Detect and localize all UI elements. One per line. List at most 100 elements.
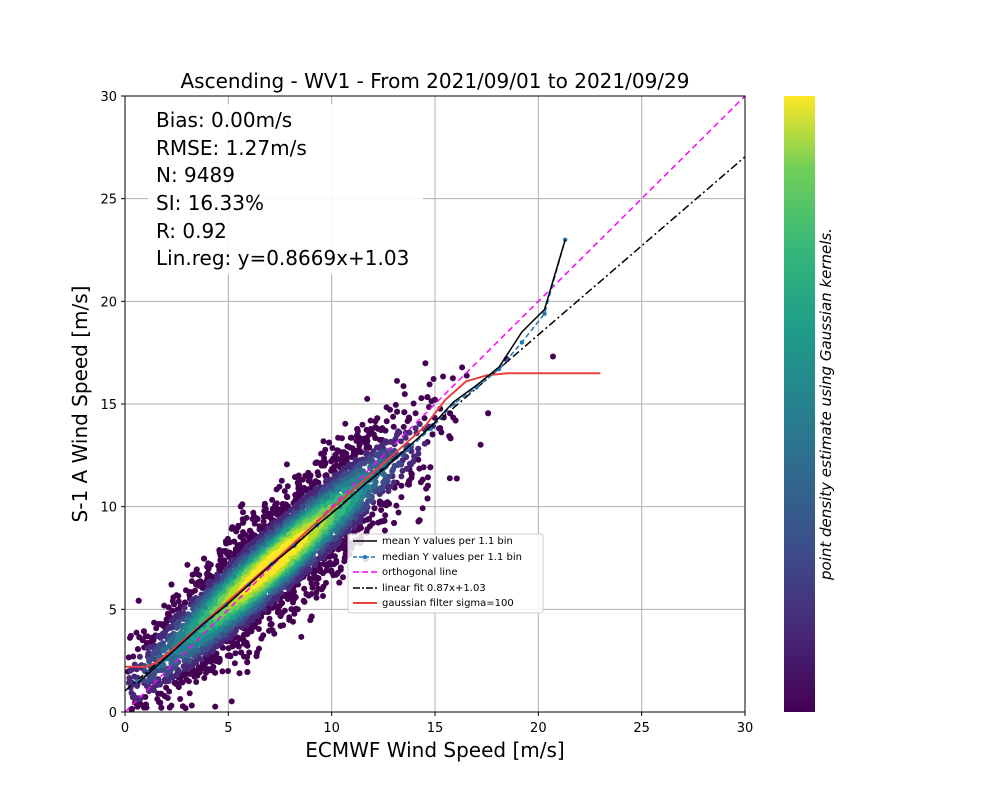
scatter-point bbox=[321, 450, 328, 457]
scatter-point bbox=[140, 628, 147, 635]
scatter-point bbox=[391, 462, 398, 469]
scatter-point bbox=[336, 579, 343, 586]
scatter-point bbox=[291, 610, 298, 617]
scatter-point bbox=[133, 629, 140, 636]
scatter-point bbox=[308, 613, 315, 620]
scatter-point bbox=[155, 690, 162, 697]
scatter-point bbox=[182, 599, 188, 606]
scatter-point bbox=[453, 475, 460, 482]
scatter-point bbox=[246, 649, 253, 656]
scatter-point bbox=[410, 400, 417, 407]
scatter-point bbox=[412, 425, 419, 432]
scatter-point bbox=[383, 418, 390, 425]
scatter-point bbox=[199, 660, 206, 667]
scatter-point bbox=[320, 561, 327, 567]
scatter-point bbox=[267, 621, 274, 628]
scatter-point bbox=[418, 395, 425, 402]
scatter-point bbox=[380, 479, 387, 486]
chart-title: Ascending - WV1 - From 2021/09/01 to 202… bbox=[181, 69, 690, 93]
scatter-cloud bbox=[125, 353, 556, 712]
scatter-point bbox=[446, 475, 453, 482]
scatter-point bbox=[392, 401, 399, 408]
scatter-point bbox=[415, 445, 422, 452]
scatter-point bbox=[390, 423, 397, 430]
scatter-point bbox=[419, 476, 426, 483]
scatter-point bbox=[196, 572, 203, 578]
scatter-point bbox=[440, 373, 447, 380]
scatter-point bbox=[369, 520, 376, 527]
scatter-point bbox=[228, 698, 235, 705]
scatter-point bbox=[281, 488, 288, 495]
scatter-point bbox=[328, 458, 335, 465]
scatter-point bbox=[181, 604, 188, 611]
scatter-point bbox=[397, 438, 404, 445]
scatter-point bbox=[168, 581, 175, 588]
scatter-point bbox=[142, 694, 149, 700]
scatter-point bbox=[171, 679, 178, 686]
scatter-point bbox=[436, 425, 442, 432]
scatter-point bbox=[416, 517, 423, 524]
scatter-point bbox=[338, 435, 345, 442]
scatter-point bbox=[273, 486, 280, 493]
scatter-point bbox=[372, 435, 379, 441]
scatter-point bbox=[391, 520, 398, 526]
scatter-point bbox=[382, 512, 389, 519]
scatter-point bbox=[126, 675, 133, 682]
scatter-point bbox=[237, 503, 244, 510]
scatter-point bbox=[288, 606, 295, 613]
scatter-point bbox=[337, 564, 344, 571]
scatter-point bbox=[241, 631, 247, 638]
scatter-point bbox=[256, 645, 262, 652]
scatter-point bbox=[459, 364, 466, 371]
scatter-point bbox=[315, 585, 322, 592]
scatter-point bbox=[323, 579, 329, 586]
scatter-point bbox=[127, 634, 133, 641]
scatter-point bbox=[226, 549, 233, 556]
scatter-point bbox=[416, 465, 423, 472]
scatter-point bbox=[140, 676, 147, 683]
scatter-point bbox=[326, 553, 333, 560]
scatter-point bbox=[266, 615, 273, 622]
scatter-point bbox=[422, 360, 429, 367]
scatter-point bbox=[185, 611, 192, 618]
scatter-point bbox=[175, 593, 182, 599]
scatter-point bbox=[136, 653, 143, 660]
scatter-point bbox=[193, 679, 200, 685]
scatter-point bbox=[219, 668, 226, 675]
scatter-point bbox=[293, 605, 300, 612]
scatter-point bbox=[321, 462, 328, 469]
scatter-point bbox=[398, 482, 405, 489]
scatter-point bbox=[254, 516, 261, 522]
scatter-point bbox=[329, 445, 336, 451]
scatter-point bbox=[163, 684, 170, 691]
scatter-point bbox=[384, 483, 391, 490]
scatter-point bbox=[266, 627, 272, 634]
scatter-point bbox=[412, 410, 419, 417]
scatter-point bbox=[236, 670, 243, 677]
scatter-point bbox=[286, 614, 293, 621]
scatter-point bbox=[277, 622, 284, 629]
scatter-point bbox=[358, 449, 365, 456]
scatter-point bbox=[427, 464, 434, 471]
scatter-point bbox=[128, 690, 135, 696]
scatter-point bbox=[274, 511, 281, 518]
scatter-point bbox=[550, 353, 556, 360]
scatter-point bbox=[158, 704, 165, 711]
scatter-point bbox=[378, 507, 385, 513]
scatter-point bbox=[348, 434, 355, 441]
scatter-point bbox=[283, 461, 290, 468]
scatter-point bbox=[400, 383, 407, 390]
scatter-point bbox=[424, 474, 431, 481]
scatter-point bbox=[359, 421, 366, 428]
scatter-point bbox=[240, 509, 246, 516]
scatter-point bbox=[431, 396, 438, 403]
scatter-point bbox=[180, 611, 187, 618]
scatter-point bbox=[416, 421, 423, 427]
scatter-point bbox=[424, 394, 431, 401]
scatter-point bbox=[401, 409, 408, 416]
scatter-point bbox=[391, 479, 397, 486]
scatter-point bbox=[298, 633, 305, 640]
scatter-point bbox=[406, 460, 413, 467]
scatter-point bbox=[375, 519, 382, 526]
